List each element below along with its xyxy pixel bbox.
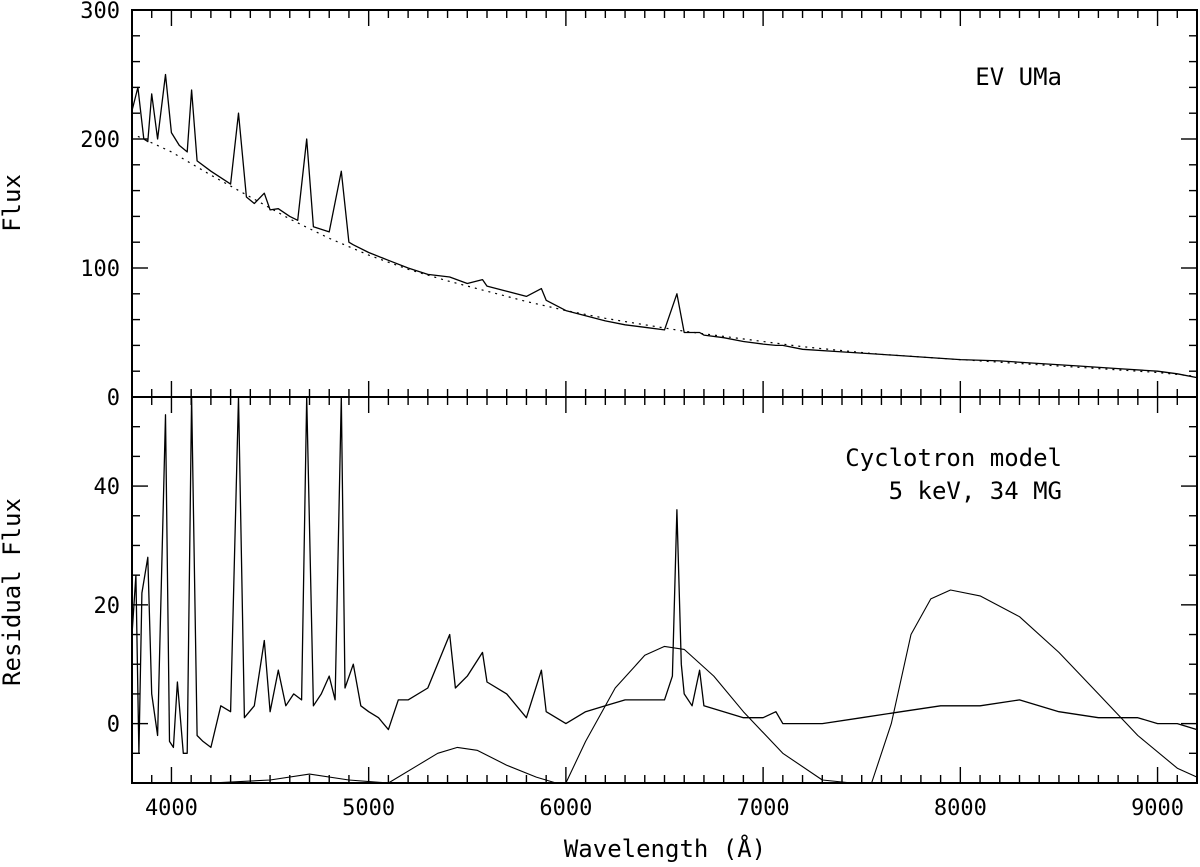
spectrum-line: [131, 396, 1198, 754]
xlabel: Wavelength (Å): [564, 834, 766, 863]
y-tick-label: 40: [94, 475, 121, 500]
y-tick-label: 100: [80, 257, 120, 282]
x-tick-label: 5000: [342, 796, 395, 821]
y-tick-label: 0: [107, 386, 120, 411]
cyclotron-model-line: [132, 589, 1198, 784]
x-tick-label: 7000: [737, 796, 790, 821]
annotation-model-params: 5 keV, 34 MG: [889, 477, 1062, 505]
y-tick-label: 200: [80, 128, 120, 153]
top-panel: 0 100 200 300: [80, 0, 1198, 411]
x-tick-label: 6000: [539, 796, 592, 821]
continuum-fit-line: [137, 135, 1198, 377]
spectrum-line: [131, 73, 1198, 379]
bottom-panel: 0 20 40 4000 5000 6000 7000 8000 9000: [94, 396, 1198, 821]
annotation-cyclotron-model: Cyclotron model: [845, 444, 1062, 472]
annotation-ev-uma: EV UMa: [975, 63, 1062, 91]
y-tick-label: 0: [107, 713, 120, 738]
x-tick-label: 4000: [145, 796, 198, 821]
bottom-ylabel: Residual Flux: [0, 498, 26, 686]
y-tick-label: 20: [94, 594, 121, 619]
y-tick-label: 300: [80, 0, 120, 24]
x-tick-label: 9000: [1131, 796, 1184, 821]
x-tick-label: 8000: [934, 796, 987, 821]
top-ylabel: Flux: [0, 174, 26, 232]
